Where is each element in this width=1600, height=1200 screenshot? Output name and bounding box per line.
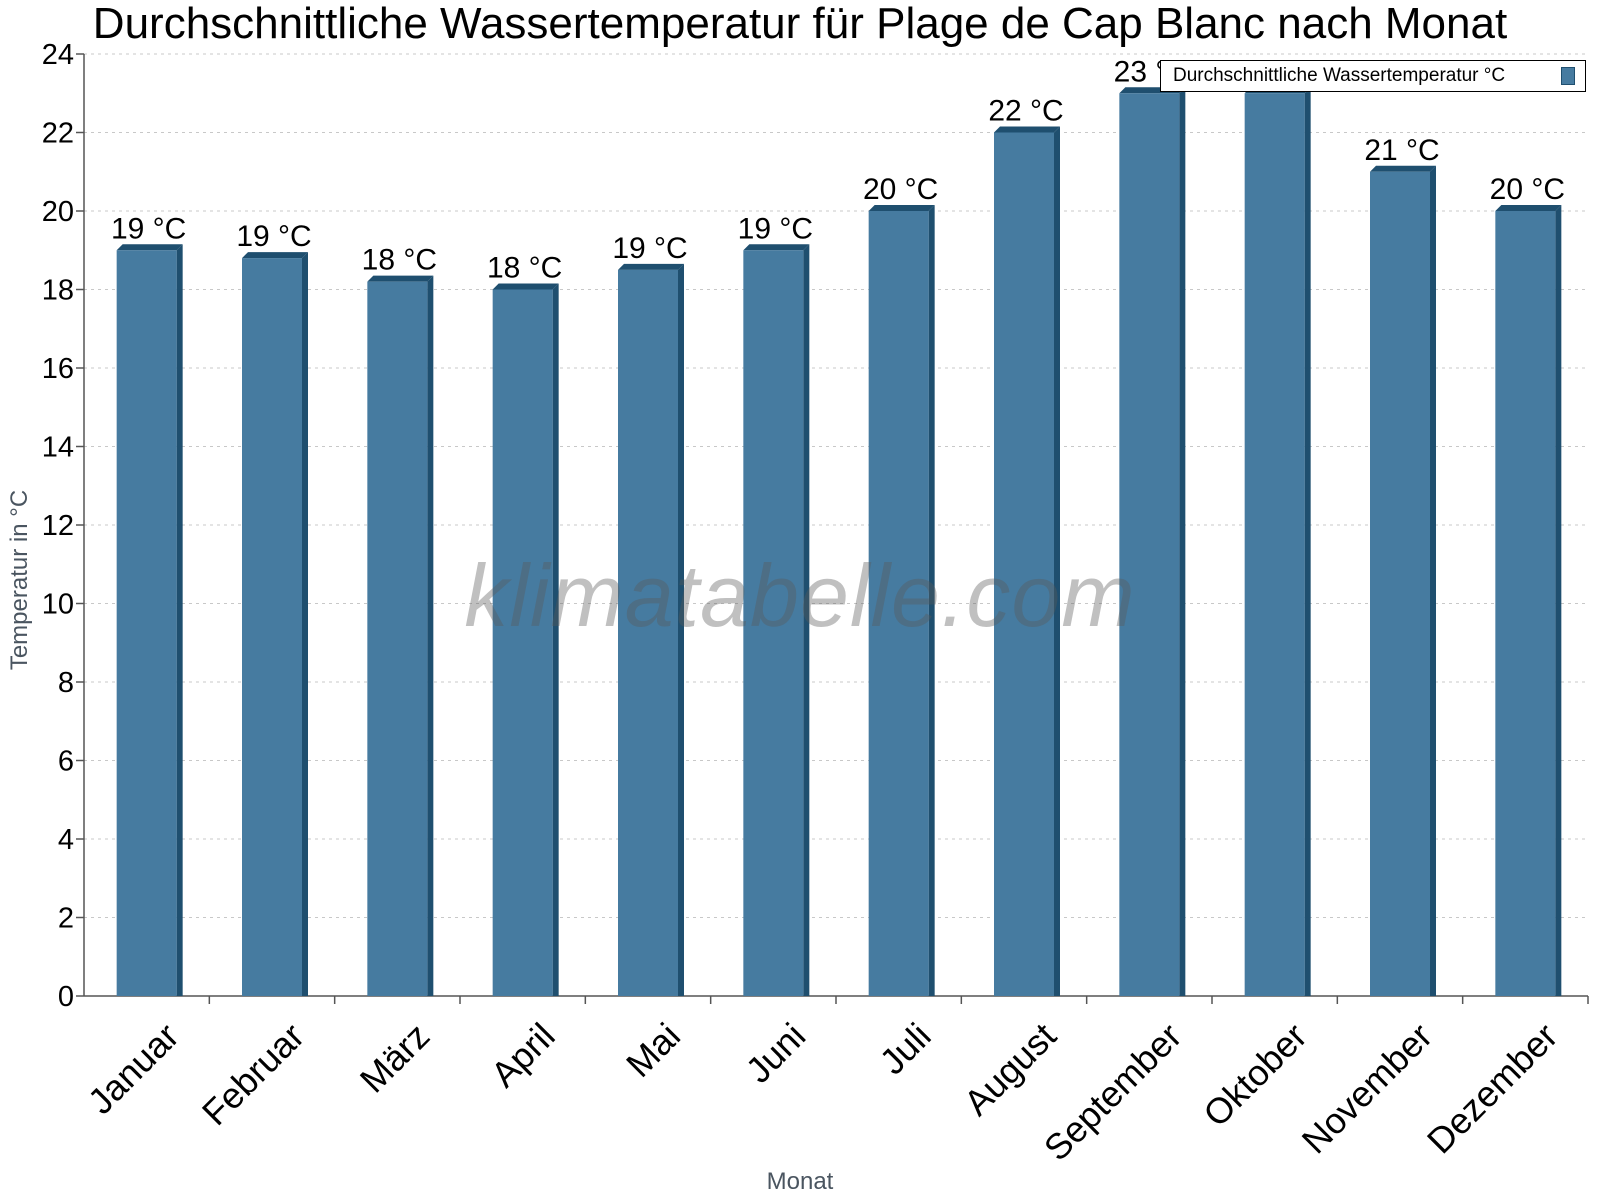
x-tick-label: August [956, 1015, 1064, 1123]
data-label: 18 °C [362, 244, 437, 277]
data-label: 21 °C [1364, 134, 1439, 167]
x-tick-label: Oktober [1195, 1015, 1315, 1135]
bar [1119, 93, 1180, 996]
y-tick-label: 8 [58, 667, 74, 699]
y-tick-label: 4 [58, 824, 74, 856]
bar-side [928, 205, 935, 996]
bar-top [994, 126, 1060, 133]
data-label: 20 °C [1490, 173, 1565, 206]
legend-label: Durchschnittliche Wassertemperatur °C [1173, 65, 1506, 86]
bar [1370, 171, 1430, 996]
data-label: 18 °C [487, 252, 562, 285]
bar-top [116, 244, 183, 251]
bar-side [552, 283, 559, 996]
bar [116, 250, 177, 996]
x-tick-label: November [1294, 1015, 1440, 1161]
x-tick-label: März [352, 1015, 438, 1101]
bar-top [492, 283, 559, 290]
bar-top [367, 275, 434, 282]
y-tick-label: 0 [58, 981, 74, 1013]
bar [242, 258, 302, 997]
bar [743, 250, 804, 996]
data-label: 20 °C [863, 173, 938, 206]
y-tick-label: 18 [42, 275, 74, 307]
x-axis-label: Monat [766, 1168, 834, 1195]
bar-top [868, 205, 935, 211]
x-tick-label: September [1036, 1015, 1190, 1169]
bar-side [1179, 87, 1186, 996]
bar [367, 281, 428, 996]
data-label: 19 °C [612, 232, 687, 265]
x-tick-label: Mai [618, 1015, 688, 1085]
bar-top [743, 244, 810, 251]
x-tick-label: April [483, 1015, 563, 1095]
bar [618, 269, 678, 996]
x-tick-label: Juni [738, 1015, 814, 1091]
bar [994, 132, 1054, 996]
bar-top [1495, 205, 1562, 211]
watermark-text: klimatabelle.com [464, 546, 1136, 645]
x-tick-label: Juli [871, 1015, 938, 1082]
x-tick-label: Dezember [1419, 1015, 1565, 1161]
y-tick-label: 22 [42, 118, 74, 150]
bar-top [618, 263, 684, 270]
bar-side [1430, 165, 1436, 996]
y-tick-label: 20 [42, 196, 74, 228]
bar-side [803, 244, 810, 996]
bar-top [1370, 165, 1436, 172]
data-label: 22 °C [988, 95, 1063, 128]
y-tick-label: 10 [42, 589, 74, 621]
bar-side [427, 275, 434, 996]
bar [1495, 211, 1556, 996]
y-tick-label: 12 [42, 510, 74, 542]
y-tick-label: 6 [58, 746, 74, 778]
y-tick-label: 16 [42, 353, 74, 385]
chart-title: Durchschnittliche Wassertemperatur für P… [92, 0, 1508, 48]
y-axis-label: Temperatur in °C [6, 489, 33, 671]
data-label: 19 °C [738, 212, 813, 245]
bar [868, 211, 929, 996]
bar-top [242, 252, 308, 259]
data-label: 19 °C [111, 212, 186, 245]
x-tick-label: Januar [80, 1015, 187, 1122]
bar [1244, 93, 1305, 996]
bar [492, 289, 553, 996]
bar-side [678, 263, 684, 996]
bar-side [302, 252, 308, 997]
bar-side [1555, 205, 1562, 996]
bar-side [1304, 87, 1311, 996]
y-tick-label: 14 [42, 432, 74, 464]
data-label: 19 °C [236, 220, 311, 253]
legend: Durchschnittliche Wassertemperatur °C [1160, 60, 1586, 92]
x-tick-label: Februar [194, 1015, 312, 1133]
bar-side [176, 244, 183, 996]
y-tick-label: 24 [42, 39, 74, 71]
legend-swatch [1561, 67, 1575, 85]
bar-side [1054, 126, 1060, 996]
y-tick-label: 2 [58, 903, 74, 935]
